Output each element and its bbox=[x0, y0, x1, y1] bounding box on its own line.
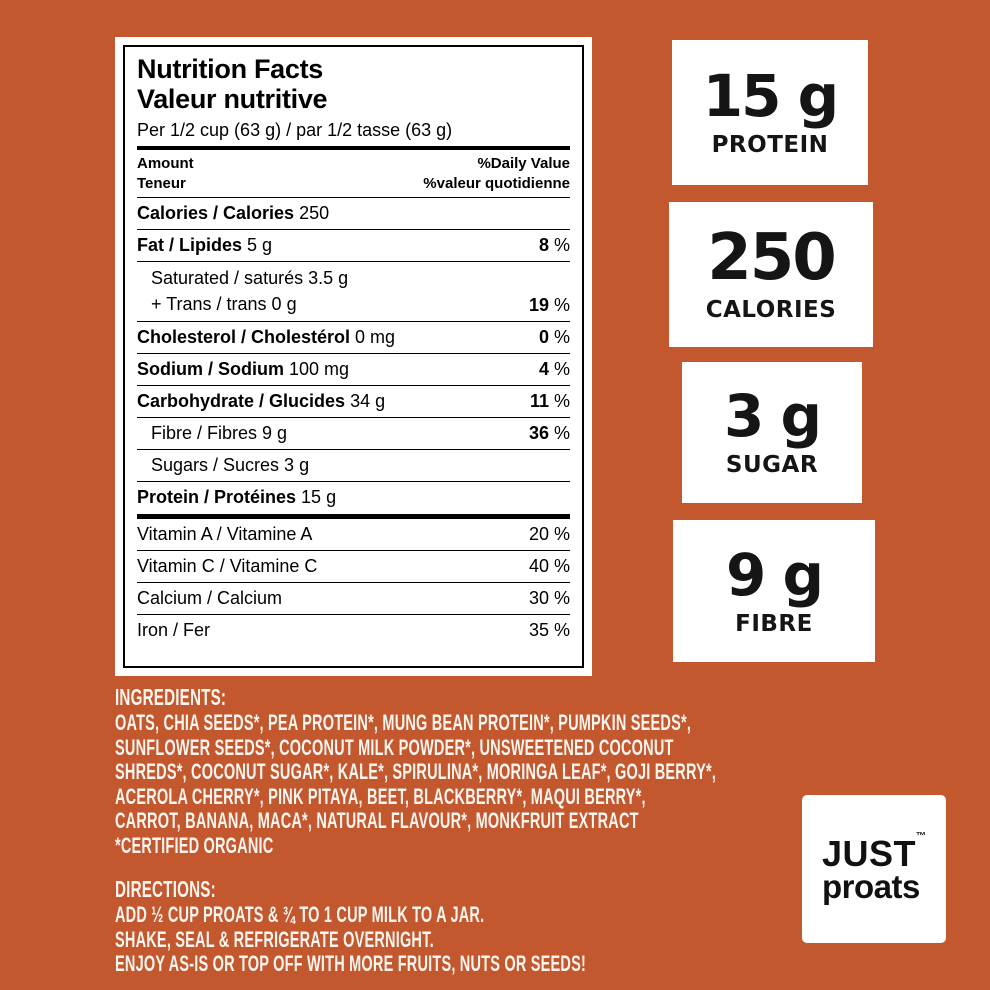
fibre-amount: 9 g bbox=[725, 540, 824, 609]
ingredients-line: CARROT, BANANA, MACA*, NATURAL FLAVOUR*,… bbox=[115, 808, 639, 833]
ingredients-line: ACEROLA CHERRY*, PINK PITAYA, BEET, BLAC… bbox=[115, 783, 646, 809]
calcium-row: Calcium / Calcium 30 % bbox=[137, 583, 570, 615]
certified-organic-note: *CERTIFIED ORGANIC bbox=[115, 832, 274, 858]
trans-fat-text: + Trans / trans 0 g bbox=[151, 293, 297, 314]
ingredients-line: OATS, CHIA SEEDS*, PEA PROTEIN*, MUNG BE… bbox=[115, 710, 692, 735]
vitamin-c-row: Vitamin C / Vitamine C 40 % bbox=[137, 551, 570, 583]
logo-just-text: JUST™ bbox=[821, 830, 927, 874]
calories-amount: 250 bbox=[707, 221, 837, 295]
fat-row: Fat / Lipides 5 g 8 % bbox=[137, 230, 570, 263]
protein-row: Protein / Protéines 15 g bbox=[137, 487, 337, 508]
iron-row: Iron / Fer 35 % bbox=[137, 620, 570, 641]
column-header: Amount Teneur %Daily Value %valeur quoti… bbox=[137, 150, 570, 199]
directions-line: SHAKE, SEAL & REFRIGERATE OVERNIGHT. bbox=[115, 926, 434, 952]
ingredients-line: SUNFLOWER SEEDS*, COCONUT MILK POWDER*, … bbox=[115, 734, 674, 760]
label-title-fr: Valeur nutritive bbox=[137, 83, 328, 114]
daily-value-header-fr: %valeur quotidienne bbox=[423, 174, 570, 192]
thick-divider bbox=[137, 513, 570, 519]
calories-label: CALORIES bbox=[705, 297, 837, 323]
badge-sugar: 3 g SUGAR bbox=[682, 362, 862, 503]
carbohydrate-daily-value: 11 % bbox=[529, 390, 570, 411]
fibre-row: Fibre / Fibres 9 g 36 % bbox=[137, 418, 570, 450]
calcium-daily-value: 30 % bbox=[528, 587, 570, 608]
fibre-daily-value: 36 % bbox=[528, 422, 570, 443]
sugar-label: SUGAR bbox=[725, 452, 819, 478]
saturated-trans-row: Saturated / saturés 3.5 g + Trans / tran… bbox=[137, 262, 570, 322]
vitamin-a-daily-value: 20 % bbox=[528, 523, 570, 544]
fat-daily-value: 8 % bbox=[538, 235, 570, 256]
logo-proats-text: proats bbox=[821, 867, 920, 905]
badge-protein: 15 g PROTEIN bbox=[672, 40, 868, 185]
brand-logo: JUST™ proats bbox=[802, 795, 946, 943]
vitamin-a-row: Vitamin A / Vitamine A 20 % bbox=[137, 519, 570, 551]
serving-size-text: Per 1/2 cup (63 g) / par 1/2 tasse (63 g… bbox=[137, 120, 453, 141]
saturated-trans-daily-value: 19 % bbox=[528, 294, 570, 315]
daily-value-header-en: %Daily Value bbox=[477, 155, 570, 173]
brand-logo-text: JUST™ proats bbox=[821, 830, 927, 905]
carbohydrate-row: Carbohydrate / Glucides 34 g 11 % bbox=[137, 386, 570, 418]
amount-header-en: Amount bbox=[137, 155, 194, 173]
ingredients-section: INGREDIENTS: OATS, CHIA SEEDS*, PEA PROT… bbox=[115, 684, 717, 858]
sodium-row: Sodium / Sodium 100 mg 4 % bbox=[137, 354, 570, 386]
directions-line: ADD ½ CUP PROATS & ¾ TO 1 CUP MILK TO A … bbox=[115, 902, 485, 927]
protein-label: PROTEIN bbox=[711, 132, 829, 158]
sodium-daily-value: 4 % bbox=[538, 358, 570, 379]
fibre-label: FIBRE bbox=[735, 610, 813, 637]
cholesterol-row: Cholesterol / Cholestérol 0 mg 0 % bbox=[137, 322, 570, 354]
sugar-amount: 3 g bbox=[723, 382, 822, 450]
badge-fibre: 9 g FIBRE bbox=[673, 520, 875, 662]
badge-calories: 250 CALORIES bbox=[669, 202, 873, 347]
iron-daily-value: 35 % bbox=[528, 620, 570, 641]
calories-row: Calories / Calories 250 bbox=[137, 198, 570, 231]
directions-line: ENJOY AS-IS OR TOP OFF WITH MORE FRUITS,… bbox=[115, 951, 587, 976]
thick-divider bbox=[137, 146, 570, 151]
label-title-en: Nutrition Facts bbox=[137, 54, 324, 84]
directions-section: DIRECTIONS: ADD ½ CUP PROATS & ¾ TO 1 CU… bbox=[115, 876, 587, 977]
sugars-row: Sugars / Sucres 3 g bbox=[137, 450, 570, 482]
nutrition-facts-table: Nutrition Facts Valeur nutritive Per 1/2… bbox=[123, 45, 584, 668]
amount-header-fr: Teneur bbox=[137, 174, 186, 192]
ingredients-heading: INGREDIENTS: bbox=[115, 684, 227, 710]
vitamin-c-daily-value: 40 % bbox=[528, 555, 570, 576]
nutrition-label-card: Nutrition Facts Valeur nutritive Per 1/2… bbox=[115, 37, 592, 676]
trademark-symbol: ™ bbox=[916, 830, 927, 842]
saturated-fat-text: Saturated / saturés 3.5 g bbox=[151, 268, 349, 289]
directions-heading: DIRECTIONS: bbox=[115, 876, 216, 902]
protein-amount: 15 g bbox=[702, 62, 839, 130]
ingredients-line: SHREDS*, COCONUT SUGAR*, KALE*, SPIRULIN… bbox=[115, 759, 717, 784]
cholesterol-daily-value: 0 % bbox=[538, 326, 570, 347]
